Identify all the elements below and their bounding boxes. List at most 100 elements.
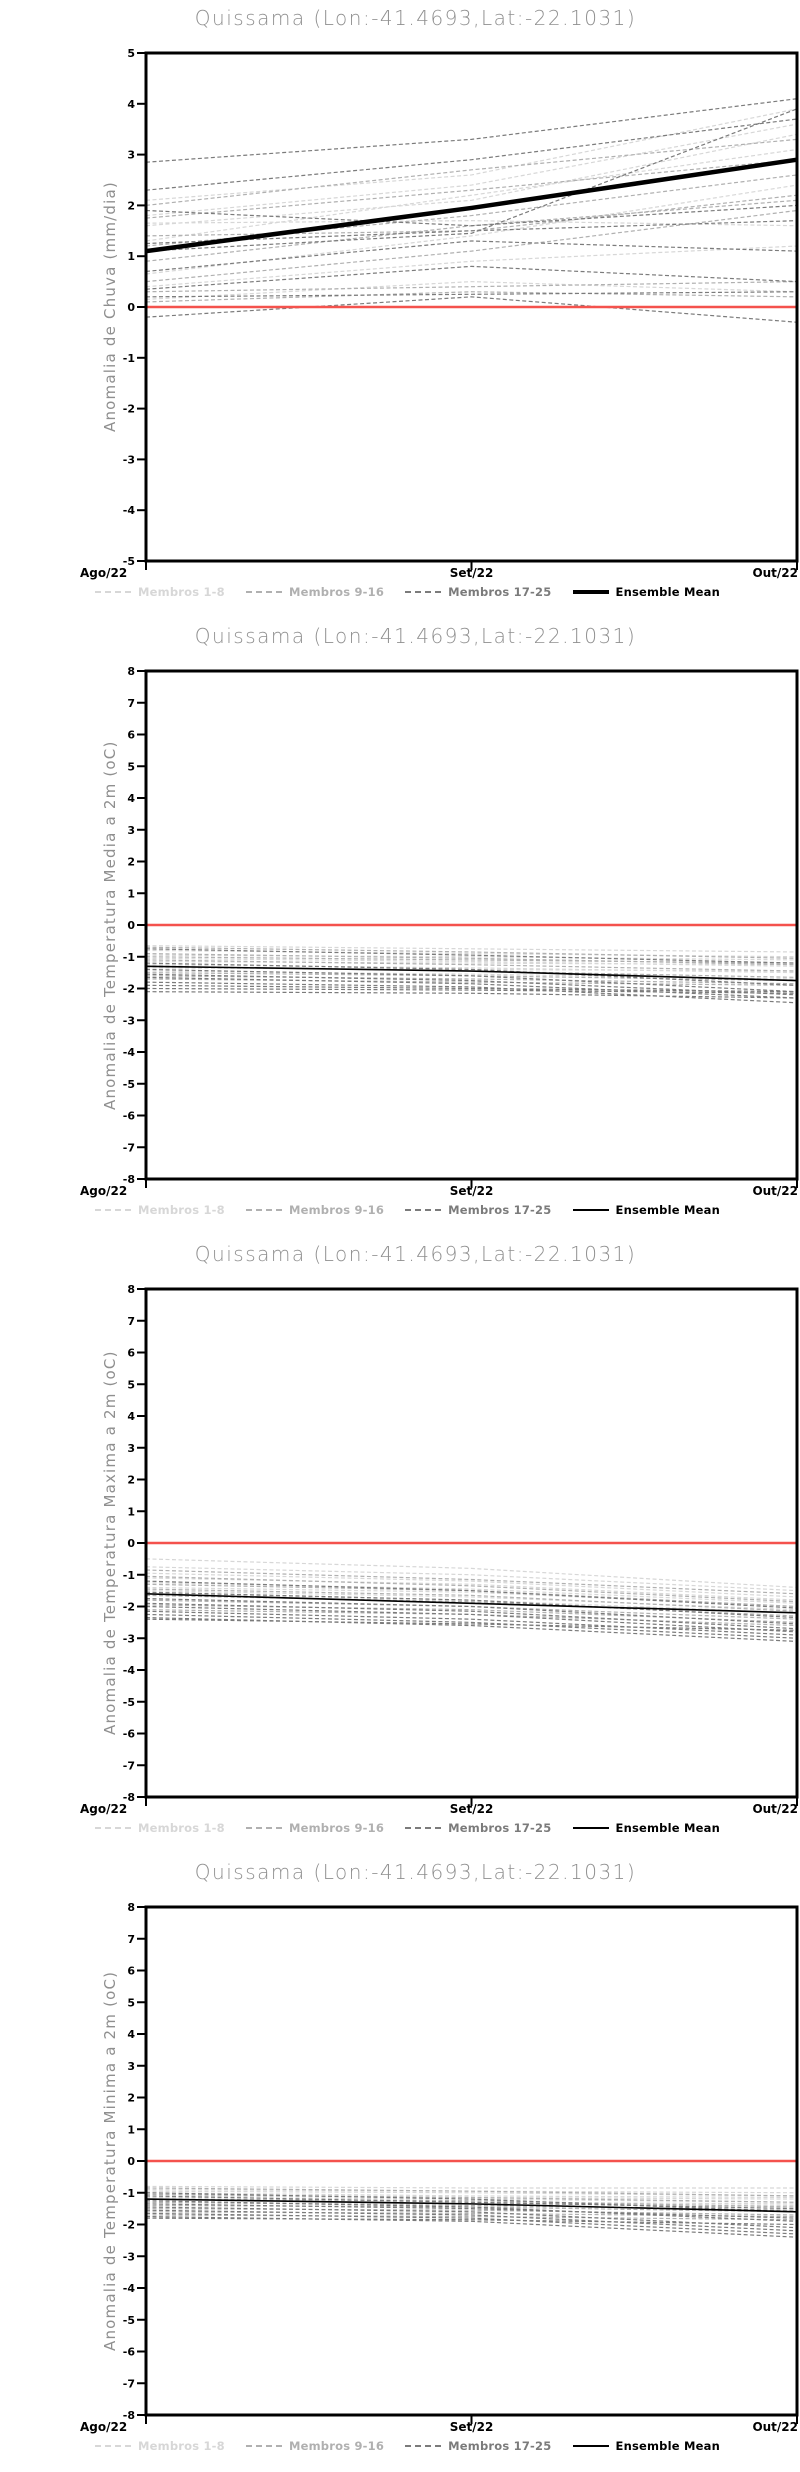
svg-text:6: 6 — [127, 729, 135, 742]
svg-text:-3: -3 — [123, 1014, 135, 1027]
svg-text:-4: -4 — [123, 1046, 136, 1059]
legend-label: Membros 17-25 — [448, 1203, 552, 1217]
chart-title: Quissama (Lon:-41.4693,Lat:-22.1031) — [194, 1860, 637, 1884]
svg-text:-3: -3 — [123, 2250, 135, 2263]
svg-text:-5: -5 — [123, 1078, 135, 1091]
chart-title: Quissama (Lon:-41.4693,Lat:-22.1031) — [194, 624, 637, 648]
x-tick-label-set: Set/22 — [449, 2420, 494, 2434]
max-temperature-anomaly-chart: Quissama (Lon:-41.4693,Lat:-22.1031) Ano… — [0, 1236, 800, 1854]
dashed-line-sample — [405, 1209, 442, 1211]
svg-text:-6: -6 — [123, 2346, 136, 2359]
svg-text:-4: -4 — [123, 504, 136, 517]
svg-text:1: 1 — [127, 250, 135, 263]
svg-text:4: 4 — [127, 2028, 135, 2041]
legend-item-membros-17-25: Membros 17-25 — [405, 585, 551, 599]
legend-item-membros-1-8: Membros 1-8 — [95, 1203, 225, 1217]
legend-label: Membros 17-25 — [448, 2439, 552, 2453]
svg-text:-8: -8 — [123, 2409, 135, 2422]
svg-text:0: 0 — [127, 2155, 135, 2168]
svg-text:-1: -1 — [123, 1569, 135, 1582]
dashed-line-sample — [95, 591, 131, 593]
plot-area: 8 7 6 5 4 3 2 1 0 -1 -2 -3 -4 -5 -6 -7 -8 — [123, 665, 799, 1188]
svg-text:1: 1 — [127, 887, 135, 900]
legend-label: Membros 17-25 — [448, 1821, 552, 1835]
solid-line-sample — [572, 1827, 609, 1829]
x-tick-label-out: Out/22 — [752, 2420, 798, 2434]
svg-text:-5: -5 — [123, 555, 135, 568]
svg-text:-2: -2 — [123, 983, 135, 996]
x-tick-label-set: Set/22 — [449, 566, 494, 580]
x-tick-label-ago: Ago/22 — [80, 1184, 128, 1198]
chart-title: Quissama (Lon:-41.4693,Lat:-22.1031) — [194, 6, 637, 30]
dashed-line-sample — [405, 591, 442, 593]
svg-text:2: 2 — [127, 856, 135, 869]
svg-text:0: 0 — [127, 919, 135, 932]
legend-label: Membros 17-25 — [448, 585, 552, 599]
legend-label: Membros 9-16 — [288, 2439, 385, 2453]
legend-item-membros-1-8: Membros 1-8 — [95, 1821, 225, 1835]
svg-text:-5: -5 — [123, 2314, 135, 2327]
legend-label: Ensemble Mean — [615, 585, 720, 599]
legend-label: Membros 1-8 — [138, 2439, 225, 2453]
legend-item-membros-9-16: Membros 9-16 — [245, 585, 385, 599]
x-tick-label-out: Out/22 — [752, 1802, 798, 1816]
svg-text:-7: -7 — [123, 2377, 135, 2390]
legend-label: Membros 1-8 — [138, 1203, 225, 1217]
legend-label: Membros 1-8 — [138, 1821, 225, 1835]
svg-text:2: 2 — [127, 2092, 135, 2105]
x-tick-label-ago: Ago/22 — [80, 566, 128, 580]
min-temperature-anomaly-chart: Quissama (Lon:-41.4693,Lat:-22.1031) Ano… — [0, 1854, 800, 2472]
svg-text:7: 7 — [127, 697, 135, 710]
svg-text:7: 7 — [127, 1315, 135, 1328]
svg-text:8: 8 — [127, 665, 135, 678]
legend-item-ensemble-mean: Ensemble Mean — [572, 585, 720, 599]
dashed-line-sample — [405, 2445, 442, 2447]
svg-text:4: 4 — [127, 792, 135, 805]
rain-anomaly-chart: Quissama (Lon:-41.4693,Lat:-22.1031) Ano… — [0, 0, 800, 618]
svg-text:1: 1 — [127, 2123, 135, 2136]
svg-text:-2: -2 — [123, 1601, 135, 1614]
svg-text:-1: -1 — [123, 951, 135, 964]
svg-text:-1: -1 — [123, 352, 135, 365]
dashed-line-sample — [405, 1827, 442, 1829]
svg-text:-8: -8 — [123, 1791, 135, 1804]
dashed-line-sample — [95, 1209, 131, 1211]
legend: Membros 1-8 Membros 9-16 Membros 17-25 E… — [95, 1203, 720, 1217]
svg-text:-6: -6 — [123, 1110, 136, 1123]
svg-text:-6: -6 — [123, 1728, 136, 1741]
svg-text:6: 6 — [127, 1347, 135, 1360]
svg-text:5: 5 — [127, 1996, 135, 2009]
svg-text:-3: -3 — [123, 453, 135, 466]
legend-item-ensemble-mean: Ensemble Mean — [572, 2439, 720, 2453]
chart-title: Quissama (Lon:-41.4693,Lat:-22.1031) — [194, 1242, 637, 1266]
svg-text:3: 3 — [127, 2060, 135, 2073]
legend-item-membros-17-25: Membros 17-25 — [405, 2439, 551, 2453]
solid-line-sample — [572, 2445, 609, 2447]
x-tick-label-ago: Ago/22 — [80, 1802, 128, 1816]
x-tick-label-set: Set/22 — [449, 1184, 494, 1198]
legend-label: Membros 1-8 — [138, 585, 225, 599]
x-tick-label-out: Out/22 — [752, 1184, 798, 1198]
svg-text:5: 5 — [127, 47, 135, 60]
legend: Membros 1-8 Membros 9-16 Membros 17-25 E… — [95, 2439, 720, 2453]
legend-item-membros-1-8: Membros 1-8 — [95, 2439, 225, 2453]
svg-text:5: 5 — [127, 1378, 135, 1391]
svg-text:-2: -2 — [123, 403, 135, 416]
x-tick-label-out: Out/22 — [752, 566, 798, 580]
legend-label: Ensemble Mean — [615, 1821, 720, 1835]
legend-item-membros-1-8: Membros 1-8 — [95, 585, 225, 599]
legend-label: Membros 9-16 — [288, 585, 385, 599]
svg-text:3: 3 — [127, 824, 135, 837]
svg-text:-4: -4 — [123, 1664, 136, 1677]
svg-text:7: 7 — [127, 1933, 135, 1946]
svg-text:2: 2 — [127, 1474, 135, 1487]
svg-text:0: 0 — [127, 1537, 135, 1550]
legend-item-membros-9-16: Membros 9-16 — [245, 1203, 384, 1217]
svg-text:-4: -4 — [123, 2282, 136, 2295]
svg-text:-1: -1 — [123, 2187, 135, 2200]
dashed-line-sample — [95, 2445, 131, 2447]
legend-item-ensemble-mean: Ensemble Mean — [572, 1821, 720, 1835]
svg-text:8: 8 — [127, 1901, 135, 1914]
dashed-line-sample — [245, 2445, 282, 2447]
